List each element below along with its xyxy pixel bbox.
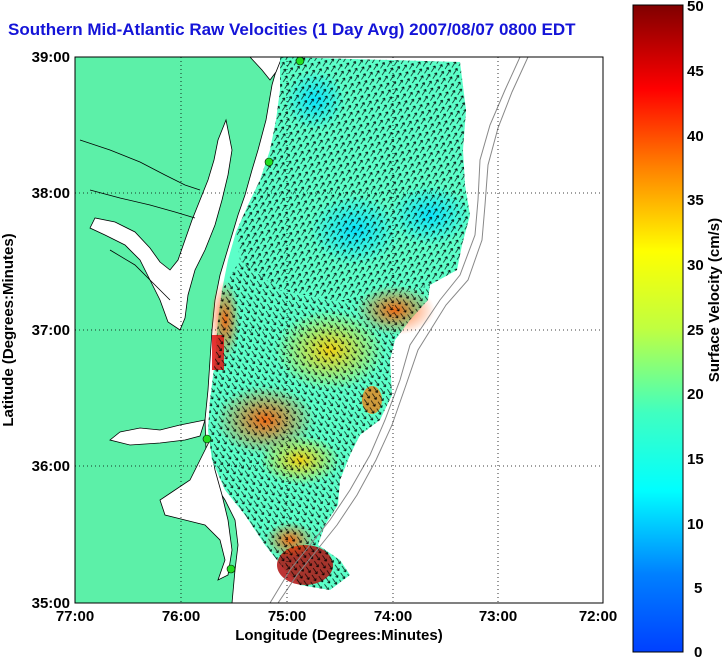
albemarle-sound: [109, 419, 206, 446]
radar-station: [264, 157, 274, 167]
x-tick-labels: 77:00 76:00 75:00 74:00 73:00 72:00: [56, 608, 617, 625]
bay-tributary-3: [109, 249, 171, 301]
colorbar-tick-label: 5: [694, 580, 702, 597]
y-tick-label: 39:00: [32, 49, 70, 66]
x-tick-label: 73:00: [479, 608, 517, 625]
y-tick-label: 38:00: [32, 185, 70, 202]
x-tick-label: 74:00: [374, 608, 412, 625]
y-tick-label: 36:00: [32, 458, 70, 475]
depth-contour-2: [277, 57, 529, 603]
colorbar-tick-label: 20: [687, 386, 704, 403]
radar-station: [295, 57, 305, 66]
y-tick-labels: 39:00 38:00 37:00 36:00 35:00: [32, 49, 70, 612]
x-tick-label: 75:00: [268, 608, 306, 625]
bay-tributary-1: [79, 139, 201, 191]
y-tick-label: 35:00: [32, 595, 70, 612]
colorbar-tick-label: 0: [694, 644, 702, 659]
velocity-vectors-north: [236, 57, 470, 300]
colorbar-tick-label: 50: [687, 0, 704, 15]
chesapeake-bay: [89, 118, 233, 331]
depth-contour: [269, 57, 521, 603]
colorbar-tick-label: 25: [687, 322, 704, 339]
colorbar-tick-label: 10: [687, 516, 704, 533]
radar-station: [202, 434, 212, 444]
y-tick-label: 37:00: [32, 322, 70, 339]
pamlico-sound: [159, 438, 233, 581]
x-axis-label: Longitude (Degrees:Minutes): [235, 627, 443, 644]
colorbar: 50 45 40 35 30 25 20 15 10 5 0 Surface V…: [632, 0, 723, 659]
colorbar-tick-label: 40: [687, 128, 704, 145]
colorbar-label: Surface Velocity (cm/s): [706, 218, 723, 382]
x-tick-label: 77:00: [56, 608, 94, 625]
colorbar-tick-label: 15: [687, 451, 704, 468]
colorbar-tick-label: 45: [687, 63, 704, 80]
y-axis-label: Latitude (Degrees:Minutes): [0, 233, 17, 426]
radar-station: [226, 564, 236, 574]
bay-tributary-2: [89, 189, 196, 219]
x-tick-label: 76:00: [162, 608, 200, 625]
colorbar-gradient: [632, 4, 684, 653]
grid-lines: [75, 57, 603, 603]
x-tick-label: 72:00: [579, 608, 617, 625]
delaware-bay: [249, 57, 283, 81]
radar-stations: [202, 57, 305, 574]
map-title: Southern Mid-Atlantic Raw Velocities (1 …: [8, 20, 576, 39]
colorbar-tick-label: 30: [687, 257, 704, 274]
velocity-vectors-south: [208, 260, 430, 590]
colorbar-tick-label: 35: [687, 192, 704, 209]
